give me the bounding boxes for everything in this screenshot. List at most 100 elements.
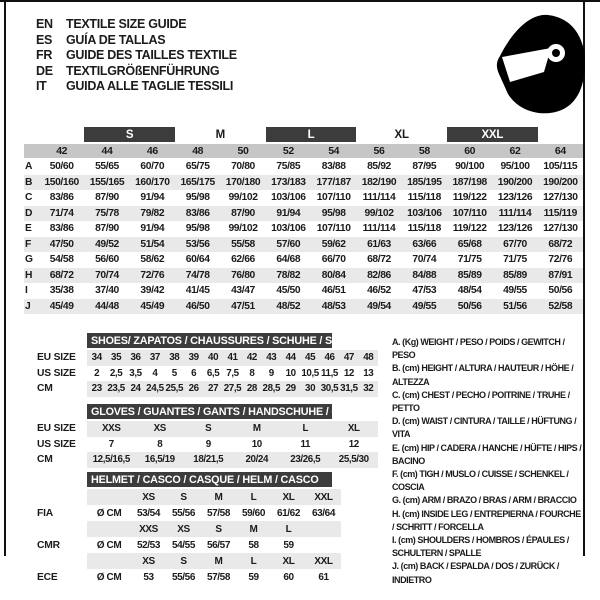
row-values: XXS XS S M L XL <box>87 421 378 437</box>
size-value: 87/91 <box>548 269 573 281</box>
row-letter: D <box>25 207 33 219</box>
value-cell: 23 <box>91 383 103 395</box>
border-top <box>0 0 600 2</box>
size-value: 65/68 <box>457 238 482 250</box>
row-letter: H <box>25 269 33 281</box>
size-value: 123/126 <box>497 223 533 235</box>
size-value: 60/70 <box>140 161 165 173</box>
value-cell: XL <box>282 491 295 503</box>
helmet-title: HELMET / CASCO / CASQUE / HELM / CASCO <box>87 472 332 487</box>
size-value: 91/94 <box>140 223 165 235</box>
size-value: 99/102 <box>364 207 394 219</box>
size-value: 49/54 <box>367 300 391 312</box>
legend-item: H. (cm) INSIDE LEG / ENTREPIERNA / FOURC… <box>392 508 581 532</box>
value-cell: 35 <box>111 352 122 364</box>
value-cell: L <box>302 423 309 435</box>
size-group-row: S M L XL XXL <box>24 127 583 142</box>
size-value: 70/74 <box>95 269 119 281</box>
value-cell: 26 <box>188 383 200 395</box>
size-value: 103/106 <box>271 192 306 204</box>
value-cell: 53 <box>143 571 154 583</box>
value-cell: 57/58 <box>206 507 231 519</box>
size-value: 87/90 <box>231 207 255 219</box>
legend-item: C. (cm) CHEST / PECHO / POITRINE / TRUHE… <box>392 389 570 414</box>
size-value: 49/55 <box>503 285 527 297</box>
size-value: 68/72 <box>49 269 74 281</box>
size-value: 50/56 <box>548 285 573 297</box>
row-letter: F <box>25 238 31 250</box>
value-cell: 2,5 <box>109 367 123 379</box>
value-cell: 63/64 <box>311 507 336 519</box>
row-values: Ø CM 52/53 54/55 56/57 58 59 <box>87 537 341 553</box>
value-cell: 6,5 <box>206 367 220 379</box>
row-letter: J <box>25 300 31 312</box>
size-value: 54/58 <box>49 254 74 266</box>
size-value: 48/54 <box>457 285 482 297</box>
value-cell: 28 <box>246 383 258 395</box>
row-label: EU SIZE <box>37 423 76 435</box>
size-value: 99/102 <box>228 192 258 204</box>
unit-cell: Ø CM <box>96 539 122 551</box>
value-cell: S <box>180 491 187 503</box>
value-cell: 59/60 <box>241 507 266 519</box>
size-value: 78/82 <box>276 269 301 281</box>
size-row-c: C 83/86 87/90 91/94 95/98 99/102 103/106 107/11… <box>24 190 583 206</box>
group-spacer <box>538 127 583 142</box>
value-cell: 6 <box>191 367 197 379</box>
size-column-label: 56 <box>373 145 385 157</box>
row-label: ECE <box>37 571 58 583</box>
row-letter: B <box>25 176 33 188</box>
size-row-j: J 45/49 44/48 45/49 46/50 47/51 48/52 48/53 49/5… <box>24 298 583 314</box>
helmet-section: HELMET / CASCO / CASQUE / HELM / CASCO X… <box>37 472 341 585</box>
value-cell: 38 <box>169 352 180 364</box>
helmet-row: ECE Ø CM 53 55/56 57/58 59 60 61 <box>37 569 341 585</box>
size-value: 85/92 <box>367 161 391 173</box>
size-row-d: D 71/74 75/78 79/82 83/86 87/90 91/94 95/98 99/1… <box>24 205 583 221</box>
border-right <box>583 0 585 556</box>
size-value: 46/50 <box>185 300 210 312</box>
value-cell: 60 <box>283 571 294 583</box>
value-cell: 52/53 <box>136 539 161 551</box>
size-value: 170/180 <box>225 176 261 188</box>
legend-item: F. (cm) TIGH / MUSLO / CUISSE / SCHENKEL… <box>392 469 569 493</box>
value-cell: 13 <box>363 367 374 379</box>
size-value: 182/190 <box>361 176 397 188</box>
size-value: 95/98 <box>185 223 210 235</box>
value-cell: XL <box>282 555 295 567</box>
size-value: 41/45 <box>185 285 210 297</box>
row-values: 2 2,5 3,5 4 5 6 6,5 7,5 8 9 10 10,5 11,5 12 13 <box>87 366 378 382</box>
value-cell: 27 <box>208 383 219 395</box>
value-cell: 36 <box>130 352 141 364</box>
language-row: EN TEXTILE SIZE GUIDE <box>36 17 237 33</box>
size-value: 71/75 <box>503 254 527 266</box>
value-cell: 44 <box>285 352 297 364</box>
size-value: 48/53 <box>321 300 346 312</box>
value-cell: 23/26,5 <box>290 454 321 466</box>
row-values: XXS XS S M L <box>87 521 341 537</box>
value-cell: 55/56 <box>171 507 196 519</box>
size-value: 185/195 <box>407 176 442 188</box>
helmet-row: XS S M L XL XXL <box>37 489 341 505</box>
value-cell: 41 <box>227 352 238 364</box>
size-value: 75/78 <box>95 207 119 219</box>
size-value: 105/115 <box>543 161 578 173</box>
size-value: 44/48 <box>95 300 119 312</box>
value-cell: XS <box>142 555 155 567</box>
row-label: FIA <box>37 507 53 519</box>
legend-item: A. (Kg) WEIGHT / PESO / POIDS / GEWITCH … <box>392 337 565 361</box>
legend-item: J. (cm) BACK / ESPALDA / DOS / ZURÜCK / … <box>392 561 559 585</box>
size-value: 47/51 <box>231 300 255 312</box>
size-group-m: M <box>215 128 226 141</box>
value-cell: 45 <box>305 352 316 364</box>
size-value: 187/198 <box>452 176 487 188</box>
size-value: 63/66 <box>412 238 437 250</box>
size-value: 72/76 <box>140 269 165 281</box>
size-value: 62/66 <box>231 254 255 266</box>
shoes-rows: EU SIZE 34 35 36 37 38 39 40 41 42 43 44 45 46 47 48 US … <box>37 350 378 397</box>
size-value: 71/74 <box>49 207 74 219</box>
gloves-rows: EU SIZE XXS XS S M L XL US SIZE 7 8 9 10 11 12 CM 12,5/… <box>37 421 378 468</box>
size-value: 48/52 <box>276 300 301 312</box>
value-cell: 3,5 <box>129 367 142 379</box>
size-value: 119/122 <box>452 192 487 204</box>
